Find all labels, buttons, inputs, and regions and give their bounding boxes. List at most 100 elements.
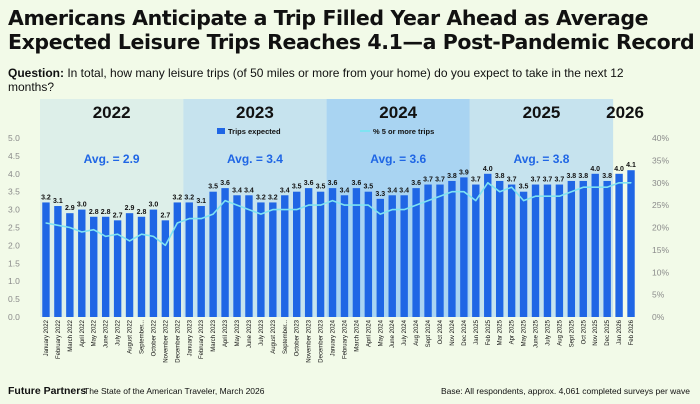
line-point [176, 222, 178, 224]
year-label-2025: 2025 [523, 103, 561, 122]
line-point [379, 213, 381, 215]
bar-trips-expected [412, 188, 420, 317]
line-point [451, 191, 453, 193]
line-point [284, 209, 286, 211]
x-tick-label: July 2023 [259, 319, 265, 345]
bar-value-label: 3.2 [172, 194, 182, 201]
x-tick-label: June 2025 [534, 319, 540, 348]
bar-trips-expected [519, 191, 528, 317]
bar-value-label: 3.5 [292, 184, 302, 191]
line-point [618, 182, 620, 184]
bar-value-label: 3.5 [208, 184, 218, 191]
bar-value-label: 3.8 [602, 173, 612, 180]
line-point [81, 231, 83, 233]
bar-trips-expected [340, 195, 349, 317]
line-point [499, 191, 501, 193]
x-tick-label: April 2022 [80, 319, 86, 347]
avg-label-2024: Avg. = 3.6 [370, 152, 426, 166]
line-point [570, 191, 572, 193]
line-point [260, 213, 262, 215]
right-axis-tick: 40% [652, 133, 669, 143]
bar-trips-expected [507, 184, 516, 317]
x-tick-label: Sept 2025 [569, 319, 575, 347]
line-point [475, 200, 477, 202]
line-point [45, 222, 47, 224]
x-tick-label: March 2024 [354, 319, 360, 351]
x-tick-label: August 2022 [128, 319, 134, 353]
line-point [511, 186, 513, 188]
left-axis-tick: 0.5 [8, 294, 20, 304]
bar-trips-expected [460, 177, 468, 317]
line-point [403, 209, 405, 211]
bar-value-label: 4.0 [590, 166, 600, 173]
x-tick-label: April 2023 [223, 319, 229, 347]
bar-value-label: 3.8 [566, 173, 576, 180]
bar-value-label: 2.8 [101, 209, 111, 216]
bar-trips-expected [555, 184, 564, 317]
left-axis-tick: 5.0 [8, 133, 20, 143]
line-point [439, 195, 441, 197]
legend-swatch-bar [217, 128, 225, 134]
legend-label-trips: Trips expected [228, 127, 281, 136]
avg-label-2022: Avg. = 2.9 [84, 152, 140, 166]
x-tick-label: November 2022 [163, 319, 169, 362]
x-tick-label: March 2023 [211, 319, 217, 351]
bar-trips-expected [269, 202, 277, 317]
bar-trips-expected [448, 180, 456, 317]
line-point [594, 186, 596, 188]
bar-value-label: 3.7 [471, 177, 481, 184]
bar-trips-expected [591, 173, 599, 317]
bar-value-label: 3.4 [399, 187, 409, 194]
x-tick-label: Apr 2025 [510, 319, 516, 344]
x-tick-label: November 2023 [307, 319, 313, 362]
bar-value-label: 3.6 [304, 180, 314, 187]
bar-value-label: 3.5 [363, 184, 373, 191]
brand-logo-text: Future Partners [8, 385, 87, 397]
line-point [140, 233, 143, 235]
x-tick-label: February 2024 [342, 319, 348, 359]
line-point [152, 235, 155, 238]
bar-trips-expected [209, 191, 217, 317]
x-tick-label: Dec 2024 [462, 319, 468, 345]
line-point [487, 182, 489, 184]
line-point [558, 195, 560, 197]
bar-trips-expected [495, 180, 504, 317]
left-axis-tick: 3.0 [8, 205, 20, 215]
bar-value-label: 3.4 [340, 187, 350, 194]
line-point [188, 217, 190, 220]
avg-label-2023: Avg. = 3.4 [227, 152, 283, 166]
bar-trips-expected [185, 202, 193, 317]
bar-trips-expected [101, 216, 110, 317]
bar-trips-expected [113, 220, 122, 317]
bar-value-label: 3.6 [352, 180, 362, 187]
x-tick-label: July 2024 [402, 319, 408, 345]
bar-value-label: 3.4 [232, 187, 242, 194]
left-axis-tick: 4.5 [8, 151, 20, 161]
right-axis-tick: 20% [652, 223, 669, 233]
bar-trips-expected [364, 191, 373, 317]
line-point [355, 204, 358, 206]
x-tick-label: Sept 2024 [426, 319, 432, 347]
bar-trips-expected [245, 195, 253, 317]
year-label-2022: 2022 [93, 103, 131, 122]
line-point [57, 224, 59, 226]
right-axis-tick: 30% [652, 178, 669, 188]
bar-value-label: 2.8 [89, 209, 99, 216]
bar-trips-expected [281, 195, 289, 317]
x-tick-label: Feb 2025 [486, 319, 492, 345]
bar-value-label: 3.2 [256, 194, 266, 201]
bar-trips-expected [436, 184, 444, 317]
bar-value-label: 3.3 [375, 191, 385, 198]
left-axis-tick: 4.0 [8, 169, 20, 179]
line-point [105, 235, 107, 238]
line-5-or-more-trips [45, 182, 631, 247]
bar-trips-expected [376, 198, 384, 317]
bar-trips-expected [484, 173, 492, 317]
left-axis-tick: 2.0 [8, 240, 20, 250]
year-band-2022 [40, 99, 184, 317]
bar-value-label: 3.4 [280, 187, 290, 194]
bar-trips-expected [603, 180, 611, 317]
year-label-2024: 2024 [379, 103, 417, 122]
line-point [236, 204, 238, 206]
bar-value-label: 3.4 [387, 187, 397, 194]
